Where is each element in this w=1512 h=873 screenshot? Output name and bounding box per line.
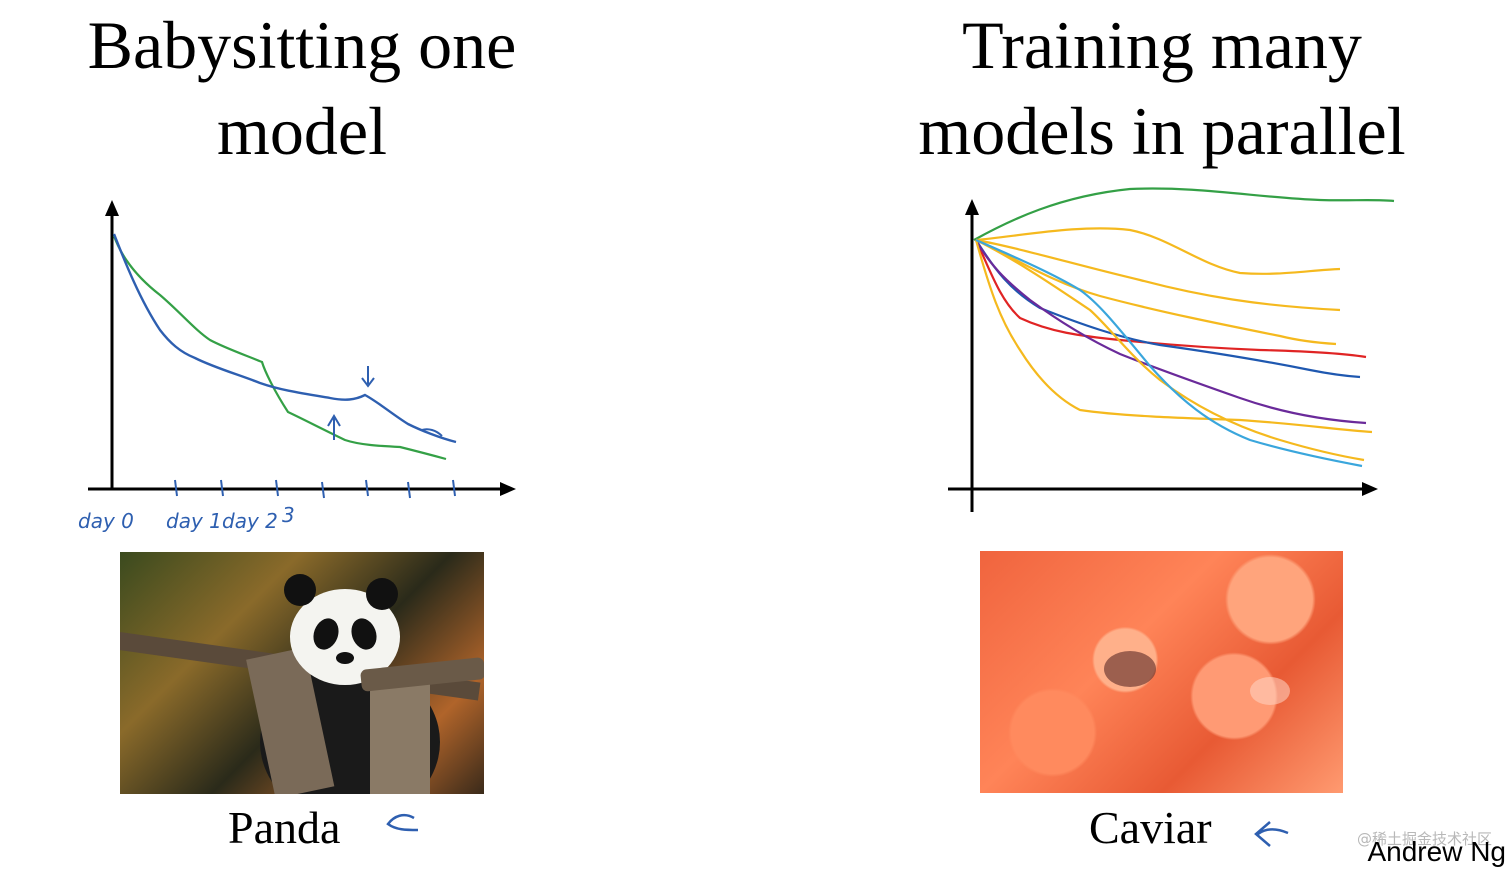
right-curves — [973, 187, 1395, 468]
right-green-curve — [973, 187, 1395, 241]
branch-front — [360, 657, 484, 692]
panda-head — [290, 589, 400, 685]
caviar-caption: Caviar — [1089, 801, 1212, 854]
caviar-highlight — [1250, 677, 1290, 705]
left-annotation-marks — [327, 366, 443, 440]
day0-label: day 0 — [78, 509, 134, 533]
author-credit: Andrew Ng — [1367, 836, 1506, 867]
left-blue-curve — [112, 233, 457, 444]
tree-post — [246, 647, 335, 794]
caviar-shadow — [1104, 651, 1156, 687]
left-y-arrowhead — [105, 200, 119, 216]
left-title-line2: model — [217, 93, 387, 169]
caviar-illustration — [1104, 651, 1290, 705]
panda-arrow-icon — [386, 813, 419, 832]
right-yellow-curve-4 — [974, 239, 1373, 434]
right-title-line2: models in parallel — [918, 93, 1406, 169]
left-green-curve — [112, 235, 447, 461]
tree-post-2 — [370, 672, 430, 794]
panda-ear-left — [284, 574, 316, 606]
caviar-photo — [980, 551, 1343, 793]
right-title: Training many models in parallel — [852, 2, 1472, 174]
right-yellow-curve-1 — [975, 227, 1341, 275]
right-yellow-curve-3 — [975, 238, 1337, 346]
extra-label: 3 — [282, 503, 295, 527]
left-title: Babysitting one model — [0, 2, 604, 174]
caviar-caption-text: Caviar — [1089, 802, 1212, 853]
right-lightblue-curve — [975, 238, 1363, 468]
panda-caption: Panda — [228, 801, 340, 854]
right-axes — [948, 199, 1378, 512]
left-ticks — [174, 479, 456, 499]
right-blue-curve — [975, 239, 1361, 379]
day2-label: day 2 — [222, 509, 278, 533]
panda-nose — [336, 652, 354, 664]
left-x-arrowhead — [500, 482, 516, 496]
panda-illustration — [120, 574, 484, 794]
right-yellow-curve-2 — [975, 238, 1341, 312]
right-title-line1: Training many — [962, 7, 1362, 83]
tail-arrow-mark — [421, 428, 443, 437]
watermark: @稀土掘金技术社区 — [1356, 830, 1492, 848]
caviar-arrow-icon — [1254, 821, 1289, 847]
right-purple-curve — [975, 239, 1367, 425]
left-title-line1: Babysitting one — [87, 7, 517, 83]
down-arrow-mark — [361, 366, 375, 388]
left-day-labels: day 0 day 1 day 2 3 — [78, 503, 295, 533]
panda-ear-right — [366, 578, 398, 610]
panda-eye-right — [351, 618, 377, 650]
day1-label: day 1 — [166, 509, 222, 533]
panda-eye-left — [313, 618, 339, 650]
right-x-arrowhead — [1362, 482, 1378, 496]
panda-caption-text: Panda — [228, 802, 341, 853]
panda-photo — [120, 552, 484, 794]
right-y-arrowhead — [965, 199, 979, 215]
left-axes — [88, 200, 516, 496]
up-arrow-mark — [327, 414, 341, 440]
right-yellow-curve-5 — [975, 239, 1365, 462]
